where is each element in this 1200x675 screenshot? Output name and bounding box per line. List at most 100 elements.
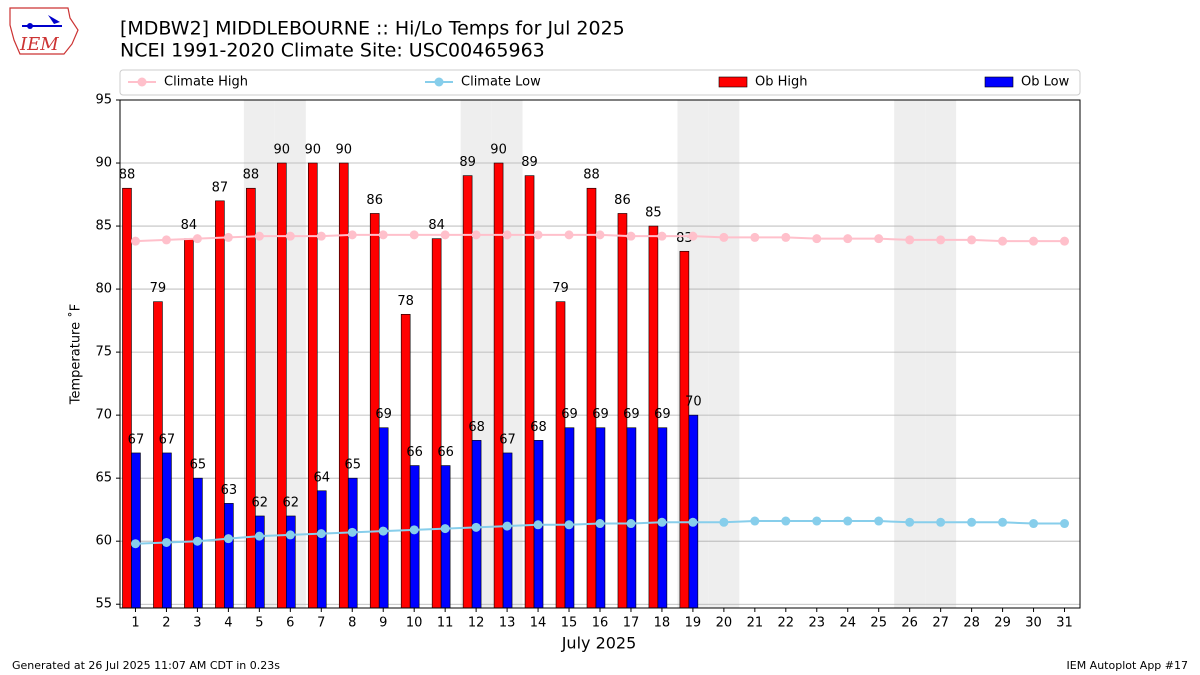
data-label: 64 xyxy=(313,470,330,485)
bar xyxy=(122,187,132,609)
line-marker xyxy=(285,231,295,241)
line-marker xyxy=(161,537,171,547)
x-tick-label: 21 xyxy=(747,616,764,631)
bar xyxy=(431,238,442,609)
legend-marker xyxy=(434,77,444,87)
legend-label: Climate Low xyxy=(461,75,541,90)
line-marker xyxy=(967,517,977,527)
bar xyxy=(255,515,265,609)
line-marker xyxy=(905,235,915,245)
x-tick-label: 14 xyxy=(530,616,547,631)
data-label: 86 xyxy=(614,193,631,208)
line-marker xyxy=(502,521,512,531)
bar xyxy=(626,427,637,609)
x-tick-label: 20 xyxy=(716,616,733,631)
bar xyxy=(688,414,699,609)
line-marker xyxy=(595,519,605,529)
data-label: 69 xyxy=(561,407,578,422)
x-tick-label: 3 xyxy=(193,616,201,631)
data-label: 79 xyxy=(150,281,167,296)
line-marker xyxy=(533,230,543,240)
line-marker xyxy=(378,230,388,240)
line-marker xyxy=(688,517,698,527)
y-tick-label: 75 xyxy=(95,345,112,360)
bar xyxy=(595,427,606,609)
y-tick-label: 80 xyxy=(95,282,112,297)
line-marker xyxy=(409,230,419,240)
x-tick-label: 22 xyxy=(778,616,795,631)
data-label: 67 xyxy=(159,432,176,447)
x-tick-label: 2 xyxy=(162,616,170,631)
data-label: 67 xyxy=(499,432,516,447)
x-tick-label: 16 xyxy=(592,616,609,631)
y-tick-label: 90 xyxy=(95,156,112,171)
line-marker xyxy=(347,527,357,537)
data-label: 66 xyxy=(437,445,454,460)
y-tick-label: 65 xyxy=(95,471,112,486)
bar xyxy=(215,200,225,609)
bar xyxy=(162,452,172,609)
y-tick-label: 70 xyxy=(95,408,112,423)
data-label: 69 xyxy=(623,407,640,422)
data-label: 88 xyxy=(119,168,136,183)
line-marker xyxy=(440,524,450,534)
data-label: 89 xyxy=(459,155,476,170)
bar xyxy=(679,250,690,609)
data-label: 69 xyxy=(592,407,609,422)
bar xyxy=(564,427,575,609)
line-marker xyxy=(347,230,357,240)
bar xyxy=(285,515,296,609)
data-label: 85 xyxy=(645,206,662,221)
line-marker xyxy=(533,520,543,530)
x-axis-label: July 2025 xyxy=(561,634,637,653)
footer-left: Generated at 26 Jul 2025 11:07 AM CDT in… xyxy=(12,659,280,672)
data-label: 68 xyxy=(530,420,547,435)
x-tick-label: 6 xyxy=(286,616,294,631)
x-tick-label: 23 xyxy=(809,616,826,631)
bar xyxy=(277,162,287,609)
data-label: 88 xyxy=(583,168,600,183)
line-marker xyxy=(657,231,667,241)
bar xyxy=(316,490,327,609)
line-marker xyxy=(781,232,791,242)
line-marker xyxy=(471,522,481,532)
data-label: 90 xyxy=(335,143,352,158)
data-label: 90 xyxy=(274,143,291,158)
line-marker xyxy=(998,517,1008,527)
line-marker xyxy=(936,235,946,245)
line-marker xyxy=(626,231,636,241)
chart-title: [MDBW2] MIDDLEBOURNE :: Hi/Lo Temps for … xyxy=(120,18,625,40)
data-label: 68 xyxy=(468,420,485,435)
logo-flag xyxy=(48,15,60,24)
x-tick-label: 11 xyxy=(437,616,454,631)
y-tick-label: 55 xyxy=(95,597,112,612)
line-marker xyxy=(657,517,667,527)
line-marker xyxy=(719,232,729,242)
line-marker xyxy=(502,230,512,240)
legend-box xyxy=(119,69,1081,96)
line-marker xyxy=(564,230,574,240)
line-marker xyxy=(626,519,636,529)
x-tick-label: 19 xyxy=(685,616,702,631)
line-marker xyxy=(781,516,791,526)
x-tick-label: 31 xyxy=(1056,616,1073,631)
x-tick-label: 15 xyxy=(561,616,578,631)
line-marker xyxy=(936,517,946,527)
line-marker xyxy=(161,235,171,245)
data-label: 63 xyxy=(221,483,238,498)
x-tick-label: 1 xyxy=(131,616,139,631)
x-tick-label: 29 xyxy=(994,616,1011,631)
line-marker xyxy=(719,517,729,527)
x-tick-label: 30 xyxy=(1025,616,1042,631)
bar xyxy=(409,465,420,609)
line-marker xyxy=(192,536,202,546)
bar xyxy=(224,503,234,609)
data-label: 87 xyxy=(212,180,229,195)
x-tick-label: 10 xyxy=(406,616,423,631)
x-tick-label: 28 xyxy=(963,616,980,631)
bar xyxy=(524,175,535,609)
line-marker xyxy=(750,232,760,242)
data-label: 65 xyxy=(190,458,207,473)
line-marker xyxy=(378,526,388,536)
